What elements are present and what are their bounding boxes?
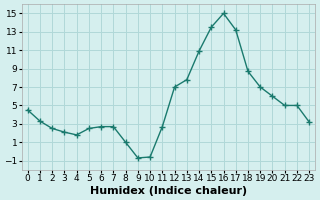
X-axis label: Humidex (Indice chaleur): Humidex (Indice chaleur) xyxy=(90,186,247,196)
